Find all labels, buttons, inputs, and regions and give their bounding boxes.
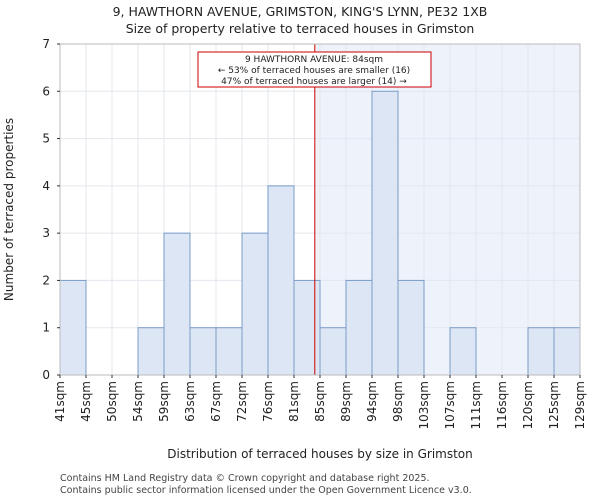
annotation-line-2: ← 53% of terraced houses are smaller (16… [218, 66, 410, 76]
x-tick-label: 89sqm [339, 381, 353, 422]
bar-72sqm [241, 232, 269, 376]
x-tick-label: 67sqm [209, 381, 223, 422]
y-tick-label: 0 [42, 368, 50, 382]
y-tick-label: 5 [42, 132, 50, 146]
x-tick-label: 103sqm [417, 381, 431, 429]
x-tick-label: 94sqm [365, 381, 379, 422]
x-tick-label: 54sqm [131, 381, 145, 422]
y-tick-label: 4 [42, 179, 50, 193]
x-tick-label: 72sqm [235, 381, 249, 422]
bar-76sqm [267, 185, 295, 376]
annotation-line-3: 47% of terraced houses are larger (14) → [221, 77, 407, 87]
x-tick-label: 98sqm [391, 381, 405, 422]
x-tick-label: 107sqm [443, 381, 457, 429]
x-tick-label: 63sqm [183, 381, 197, 422]
x-tick-label: 59sqm [157, 381, 171, 422]
bar-54sqm [137, 327, 165, 376]
bar-chart: 9 HAWTHORN AVENUE: 84sqm← 53% of terrace… [2, 37, 587, 461]
x-tick-label: 111sqm [469, 381, 483, 429]
x-tick-label: 76sqm [261, 381, 275, 422]
y-tick-label: 7 [42, 37, 50, 51]
bar-89sqm [345, 279, 373, 376]
x-tick-label: 125sqm [547, 381, 561, 429]
bar-98sqm [397, 279, 425, 376]
y-tick-label: 1 [42, 321, 50, 335]
x-tick-label: 50sqm [105, 381, 119, 422]
x-tick-label: 120sqm [521, 381, 535, 429]
bar-94sqm [371, 90, 399, 376]
x-tick-label: 81sqm [287, 381, 301, 422]
x-tick-label: 45sqm [79, 381, 93, 422]
y-tick-label: 3 [42, 226, 50, 240]
bar-81sqm [293, 279, 321, 376]
bar-67sqm [215, 327, 243, 376]
x-tick-label: 116sqm [495, 381, 509, 429]
bar-120sqm [527, 327, 555, 376]
bar-41sqm [59, 279, 87, 376]
y-axis-label: Number of terraced properties [2, 118, 16, 301]
footer-line-1: Contains HM Land Registry data © Crown c… [60, 473, 430, 484]
annotation-line-1: 9 HAWTHORN AVENUE: 84sqm [245, 55, 383, 65]
y-tick-label: 2 [42, 273, 50, 287]
x-tick-label: 41sqm [53, 381, 67, 422]
x-tick-label: 85sqm [313, 381, 327, 422]
y-tick-label: 6 [42, 84, 50, 98]
bar-107sqm [449, 327, 477, 376]
bar-125sqm [553, 327, 581, 376]
chart-subtitle: Size of property relative to terraced ho… [125, 21, 475, 36]
x-tick-label: 129sqm [573, 381, 587, 429]
bar-63sqm [189, 327, 217, 376]
bar-85sqm [319, 327, 347, 376]
annotation-box [197, 51, 432, 88]
bar-59sqm [163, 232, 191, 376]
x-axis-label: Distribution of terraced houses by size … [167, 447, 473, 461]
footer-line-2: Contains public sector information licen… [60, 485, 472, 496]
chart-title: 9, HAWTHORN AVENUE, GRIMSTON, KING'S LYN… [112, 4, 488, 19]
